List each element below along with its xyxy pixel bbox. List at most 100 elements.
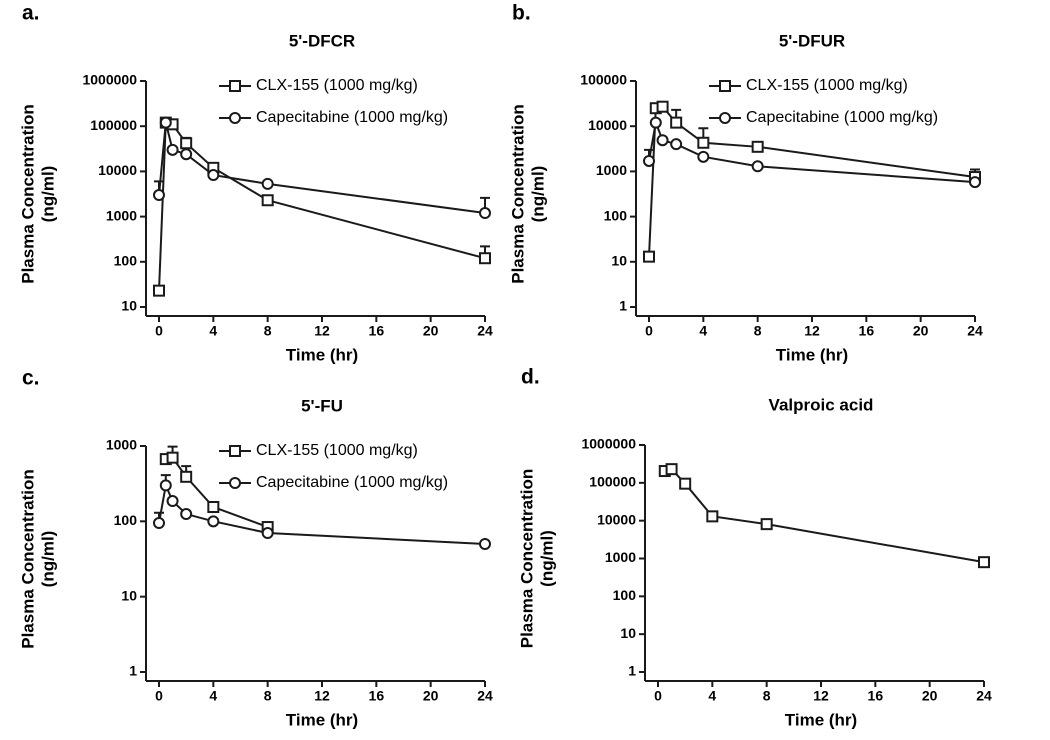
- data-point: [670, 138, 683, 151]
- x-tick-label: 20: [913, 323, 929, 339]
- y-tick-label: 1000000: [581, 436, 636, 452]
- y-axis-label: (ng/ml): [38, 531, 57, 588]
- data-point: [166, 143, 179, 156]
- data-point: [153, 517, 165, 530]
- data-point: [159, 116, 172, 129]
- legend-marker: [229, 477, 241, 489]
- x-tick-label: 12: [804, 323, 820, 339]
- data-point: [261, 194, 274, 207]
- series-line: [648, 118, 976, 184]
- chart-panel: a. 5'-DFCR Plasma Concentration (ng/ml) Time…: [18, 2, 493, 365]
- data-point: [261, 527, 274, 540]
- x-tick-label: 4: [209, 323, 217, 339]
- data-point: [261, 177, 274, 190]
- y-tick-label: 10: [620, 625, 636, 641]
- legend-label: CLX-155 (1000 mg/kg): [256, 77, 418, 94]
- x-tick-label: 20: [922, 688, 938, 704]
- x-tick-label: 12: [314, 688, 330, 704]
- y-tick-label: 10: [611, 253, 627, 269]
- x-tick-label: 4: [699, 323, 707, 339]
- x-axis-label: Time (hr): [785, 710, 857, 729]
- legend-label: Capecitabine (1000 mg/kg): [256, 474, 448, 491]
- data-point: [159, 479, 172, 492]
- x-axis-label: Time (hr): [286, 345, 358, 364]
- legend-marker: [719, 80, 731, 92]
- data-point: [207, 169, 220, 182]
- data-point: [180, 137, 193, 150]
- x-tick-label: 16: [859, 323, 875, 339]
- legend-marker: [229, 112, 241, 124]
- y-tick-label: 1000: [596, 162, 627, 178]
- data-point: [166, 451, 179, 464]
- data-point: [643, 154, 655, 167]
- chart-title: 5'-FU: [301, 396, 343, 415]
- data-point: [479, 207, 491, 220]
- panel-label: b.: [512, 2, 531, 25]
- y-tick-label: 1000000: [82, 72, 137, 88]
- x-axis-label: Time (hr): [286, 710, 358, 729]
- x-tick-label: 16: [868, 688, 884, 704]
- y-tick-label: 10000: [588, 117, 627, 133]
- chart-title: Valproic acid: [769, 395, 874, 414]
- data-point: [697, 150, 710, 163]
- y-tick-label: 100: [114, 512, 138, 528]
- y-tick-label: 10: [121, 298, 137, 314]
- y-tick-label: 100: [604, 207, 628, 223]
- legend-marker: [229, 80, 241, 92]
- data-point: [180, 148, 193, 161]
- y-tick-label: 1: [129, 663, 137, 679]
- data-point: [180, 508, 193, 521]
- data-point: [479, 538, 491, 551]
- data-point: [656, 134, 669, 147]
- y-tick-label: 100000: [580, 72, 627, 88]
- x-axis-label: Time (hr): [776, 345, 848, 364]
- data-point: [665, 463, 678, 476]
- y-tick-label: 100: [613, 587, 637, 603]
- panel-label: a.: [22, 2, 40, 25]
- legend-marker: [719, 112, 731, 124]
- legend-label: CLX-155 (1000 mg/kg): [746, 77, 908, 94]
- y-tick-label: 1000: [106, 207, 137, 223]
- y-tick-label: 100000: [589, 474, 636, 490]
- x-tick-label: 24: [967, 323, 983, 339]
- y-tick-label: 100: [114, 253, 138, 269]
- y-axis-label: Plasma Concentration: [517, 469, 536, 649]
- legend-label: Capecitabine (1000 mg/kg): [746, 109, 938, 126]
- chart-title: 5'-DFUR: [779, 31, 845, 50]
- x-tick-label: 24: [477, 688, 493, 704]
- x-tick-label: 12: [813, 688, 829, 704]
- data-point: [207, 500, 220, 513]
- data-point: [649, 116, 662, 129]
- x-tick-label: 16: [369, 688, 385, 704]
- chart-panel: c. 5'-FU Plasma Concentration (ng/ml) Time (…: [18, 367, 493, 730]
- x-tick-label: 0: [155, 323, 163, 339]
- y-axis-label: Plasma Concentration: [508, 104, 527, 284]
- data-point: [969, 176, 981, 189]
- series-line: [158, 481, 486, 546]
- x-tick-label: 24: [976, 688, 992, 704]
- legend-marker: [229, 445, 241, 457]
- x-tick-label: 0: [645, 323, 653, 339]
- y-tick-label: 10000: [98, 162, 137, 178]
- data-point: [643, 250, 655, 263]
- y-tick-label: 10: [121, 587, 137, 603]
- chart-panel: d. Valproic acid Plasma Concentration (ng/m…: [517, 366, 992, 730]
- panel-label: c.: [22, 367, 40, 390]
- x-tick-label: 20: [423, 323, 439, 339]
- series-line: [648, 105, 976, 257]
- data-point: [153, 189, 165, 202]
- y-axis-label: Plasma Concentration: [18, 104, 37, 284]
- x-tick-label: 4: [708, 688, 716, 704]
- y-tick-label: 1: [619, 298, 627, 314]
- y-axis-label: (ng/ml): [537, 530, 556, 587]
- x-tick-label: 20: [423, 688, 439, 704]
- data-point: [697, 136, 710, 149]
- data-point: [670, 116, 683, 129]
- y-axis-label: (ng/ml): [38, 166, 57, 223]
- x-tick-label: 8: [754, 323, 762, 339]
- data-point: [656, 100, 669, 113]
- y-tick-label: 1000: [605, 549, 636, 565]
- x-tick-label: 8: [264, 323, 272, 339]
- x-tick-label: 12: [314, 323, 330, 339]
